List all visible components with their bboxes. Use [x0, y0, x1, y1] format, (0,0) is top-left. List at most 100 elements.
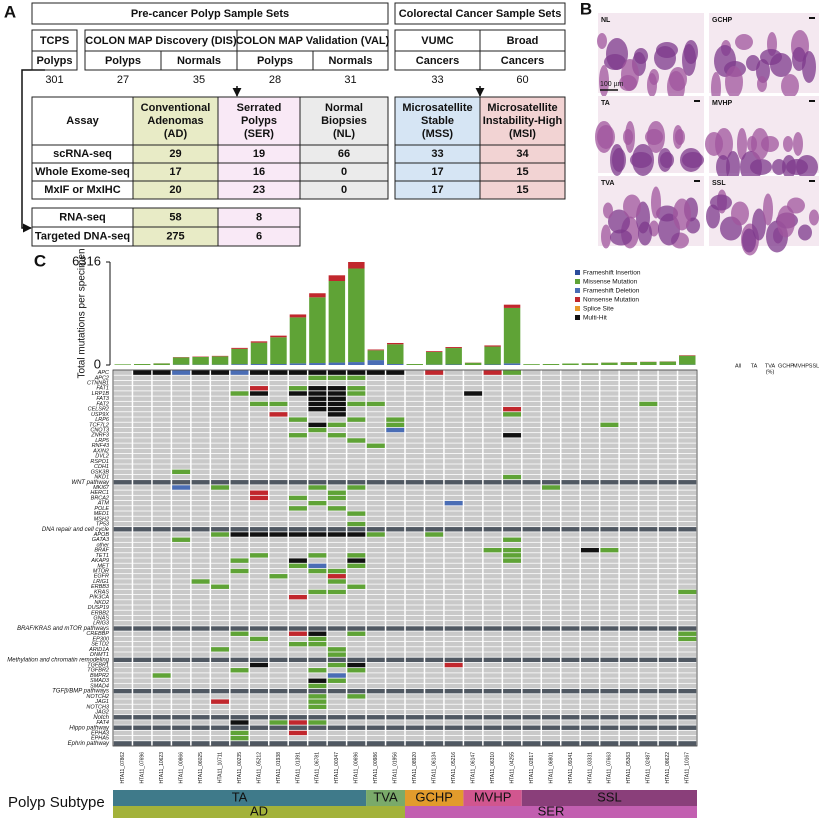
image-label: SSL — [712, 180, 726, 187]
gene-label: LRP5 — [95, 438, 110, 444]
onco-cell — [542, 558, 560, 563]
gene-label: GNAS — [93, 616, 109, 622]
onco-cell — [172, 542, 191, 548]
gene-label: LRIG3 — [93, 621, 110, 627]
legend-swatch — [575, 279, 580, 284]
onco-cell — [678, 668, 697, 673]
bar-segment — [387, 344, 404, 365]
onco-cell — [211, 563, 230, 569]
onco-cell — [327, 438, 346, 443]
cell-value: 15 — [516, 184, 528, 196]
tissue — [763, 193, 773, 226]
onco-cell — [191, 584, 210, 589]
onco-cell — [444, 626, 463, 631]
onco-cell — [308, 453, 327, 459]
onco-cell — [133, 563, 152, 569]
onco-cell — [658, 688, 677, 694]
onco-cell — [250, 480, 268, 485]
bar-segment — [425, 351, 443, 352]
onco-cell — [580, 422, 599, 428]
onco-cell — [425, 610, 444, 616]
onco-cell — [113, 527, 132, 532]
onco-cell — [600, 579, 619, 584]
onco-cell — [230, 516, 249, 522]
onco-cell — [133, 401, 152, 407]
onco-cell — [483, 391, 502, 396]
onco-cell — [366, 412, 385, 417]
onco-cell — [308, 652, 327, 657]
onco-cell — [580, 438, 599, 443]
bar-segment — [328, 275, 346, 282]
onco-cell — [483, 615, 502, 621]
onco-cell — [113, 464, 132, 469]
onco-cell — [580, 605, 599, 610]
onco-cell — [561, 657, 580, 663]
mutation-cell — [347, 401, 366, 407]
cell — [394, 2, 566, 25]
onco-cell — [580, 568, 599, 574]
onco-cell — [678, 406, 697, 412]
onco-cell — [464, 401, 483, 407]
mutation-cell — [172, 485, 191, 490]
onco-cell — [386, 725, 405, 730]
tissue — [632, 143, 654, 176]
onco-cell — [250, 422, 268, 428]
mutation-cell — [308, 553, 327, 558]
onco-cell — [172, 386, 191, 391]
onco-cell — [483, 730, 502, 736]
subtype-band — [113, 806, 405, 818]
onco-cell — [172, 678, 191, 683]
onco-cell — [639, 396, 658, 401]
onco-cell — [172, 448, 191, 454]
onco-cell — [405, 391, 424, 396]
onco-cell — [211, 386, 230, 391]
onco-cell — [464, 417, 483, 422]
onco-cell — [542, 579, 560, 584]
onco-cell — [386, 412, 405, 417]
onco-cell — [405, 641, 424, 647]
onco-cell — [483, 380, 502, 386]
onco-cell — [113, 683, 132, 689]
mutation-cell — [288, 594, 307, 600]
onco-cell — [464, 647, 483, 652]
onco-cell — [678, 422, 697, 428]
onco-cell — [639, 657, 658, 663]
onco-cell — [366, 453, 385, 459]
onco-cell — [133, 438, 152, 443]
mutation-cell — [269, 370, 288, 375]
onco-cell — [366, 605, 385, 610]
onco-cell — [405, 412, 424, 417]
onco-cell — [522, 694, 541, 699]
tissue — [786, 158, 808, 175]
onco-cell — [269, 386, 288, 391]
onco-cell — [113, 574, 132, 579]
onco-cell — [580, 657, 599, 663]
mutation-cell — [503, 558, 522, 563]
onco-cell — [522, 406, 541, 412]
onco-cell — [250, 448, 268, 454]
onco-cell — [113, 537, 132, 542]
mutation-cell — [503, 553, 522, 558]
cohort: COLON MAP Discovery (DIS) — [85, 35, 237, 47]
onco-cell — [561, 558, 580, 563]
onco-cell — [600, 563, 619, 569]
onco-cell — [483, 600, 502, 605]
onco-cell — [580, 647, 599, 652]
onco-cell — [503, 511, 522, 516]
onco-cell — [444, 558, 463, 563]
onco-cell — [542, 406, 560, 412]
onco-cell — [386, 521, 405, 527]
onco-cell — [503, 480, 522, 485]
onco-cell — [230, 380, 249, 386]
onco-cell — [522, 574, 541, 579]
gene-label: NKD2 — [94, 600, 109, 606]
onco-cell — [483, 412, 502, 417]
onco-cell — [250, 626, 268, 631]
onco-cell — [503, 594, 522, 600]
onco-cell — [542, 694, 560, 699]
onco-cell — [561, 668, 580, 673]
onco-cell — [600, 427, 619, 433]
onco-cell — [191, 631, 210, 636]
onco-cell — [269, 694, 288, 699]
onco-cell — [172, 725, 191, 730]
